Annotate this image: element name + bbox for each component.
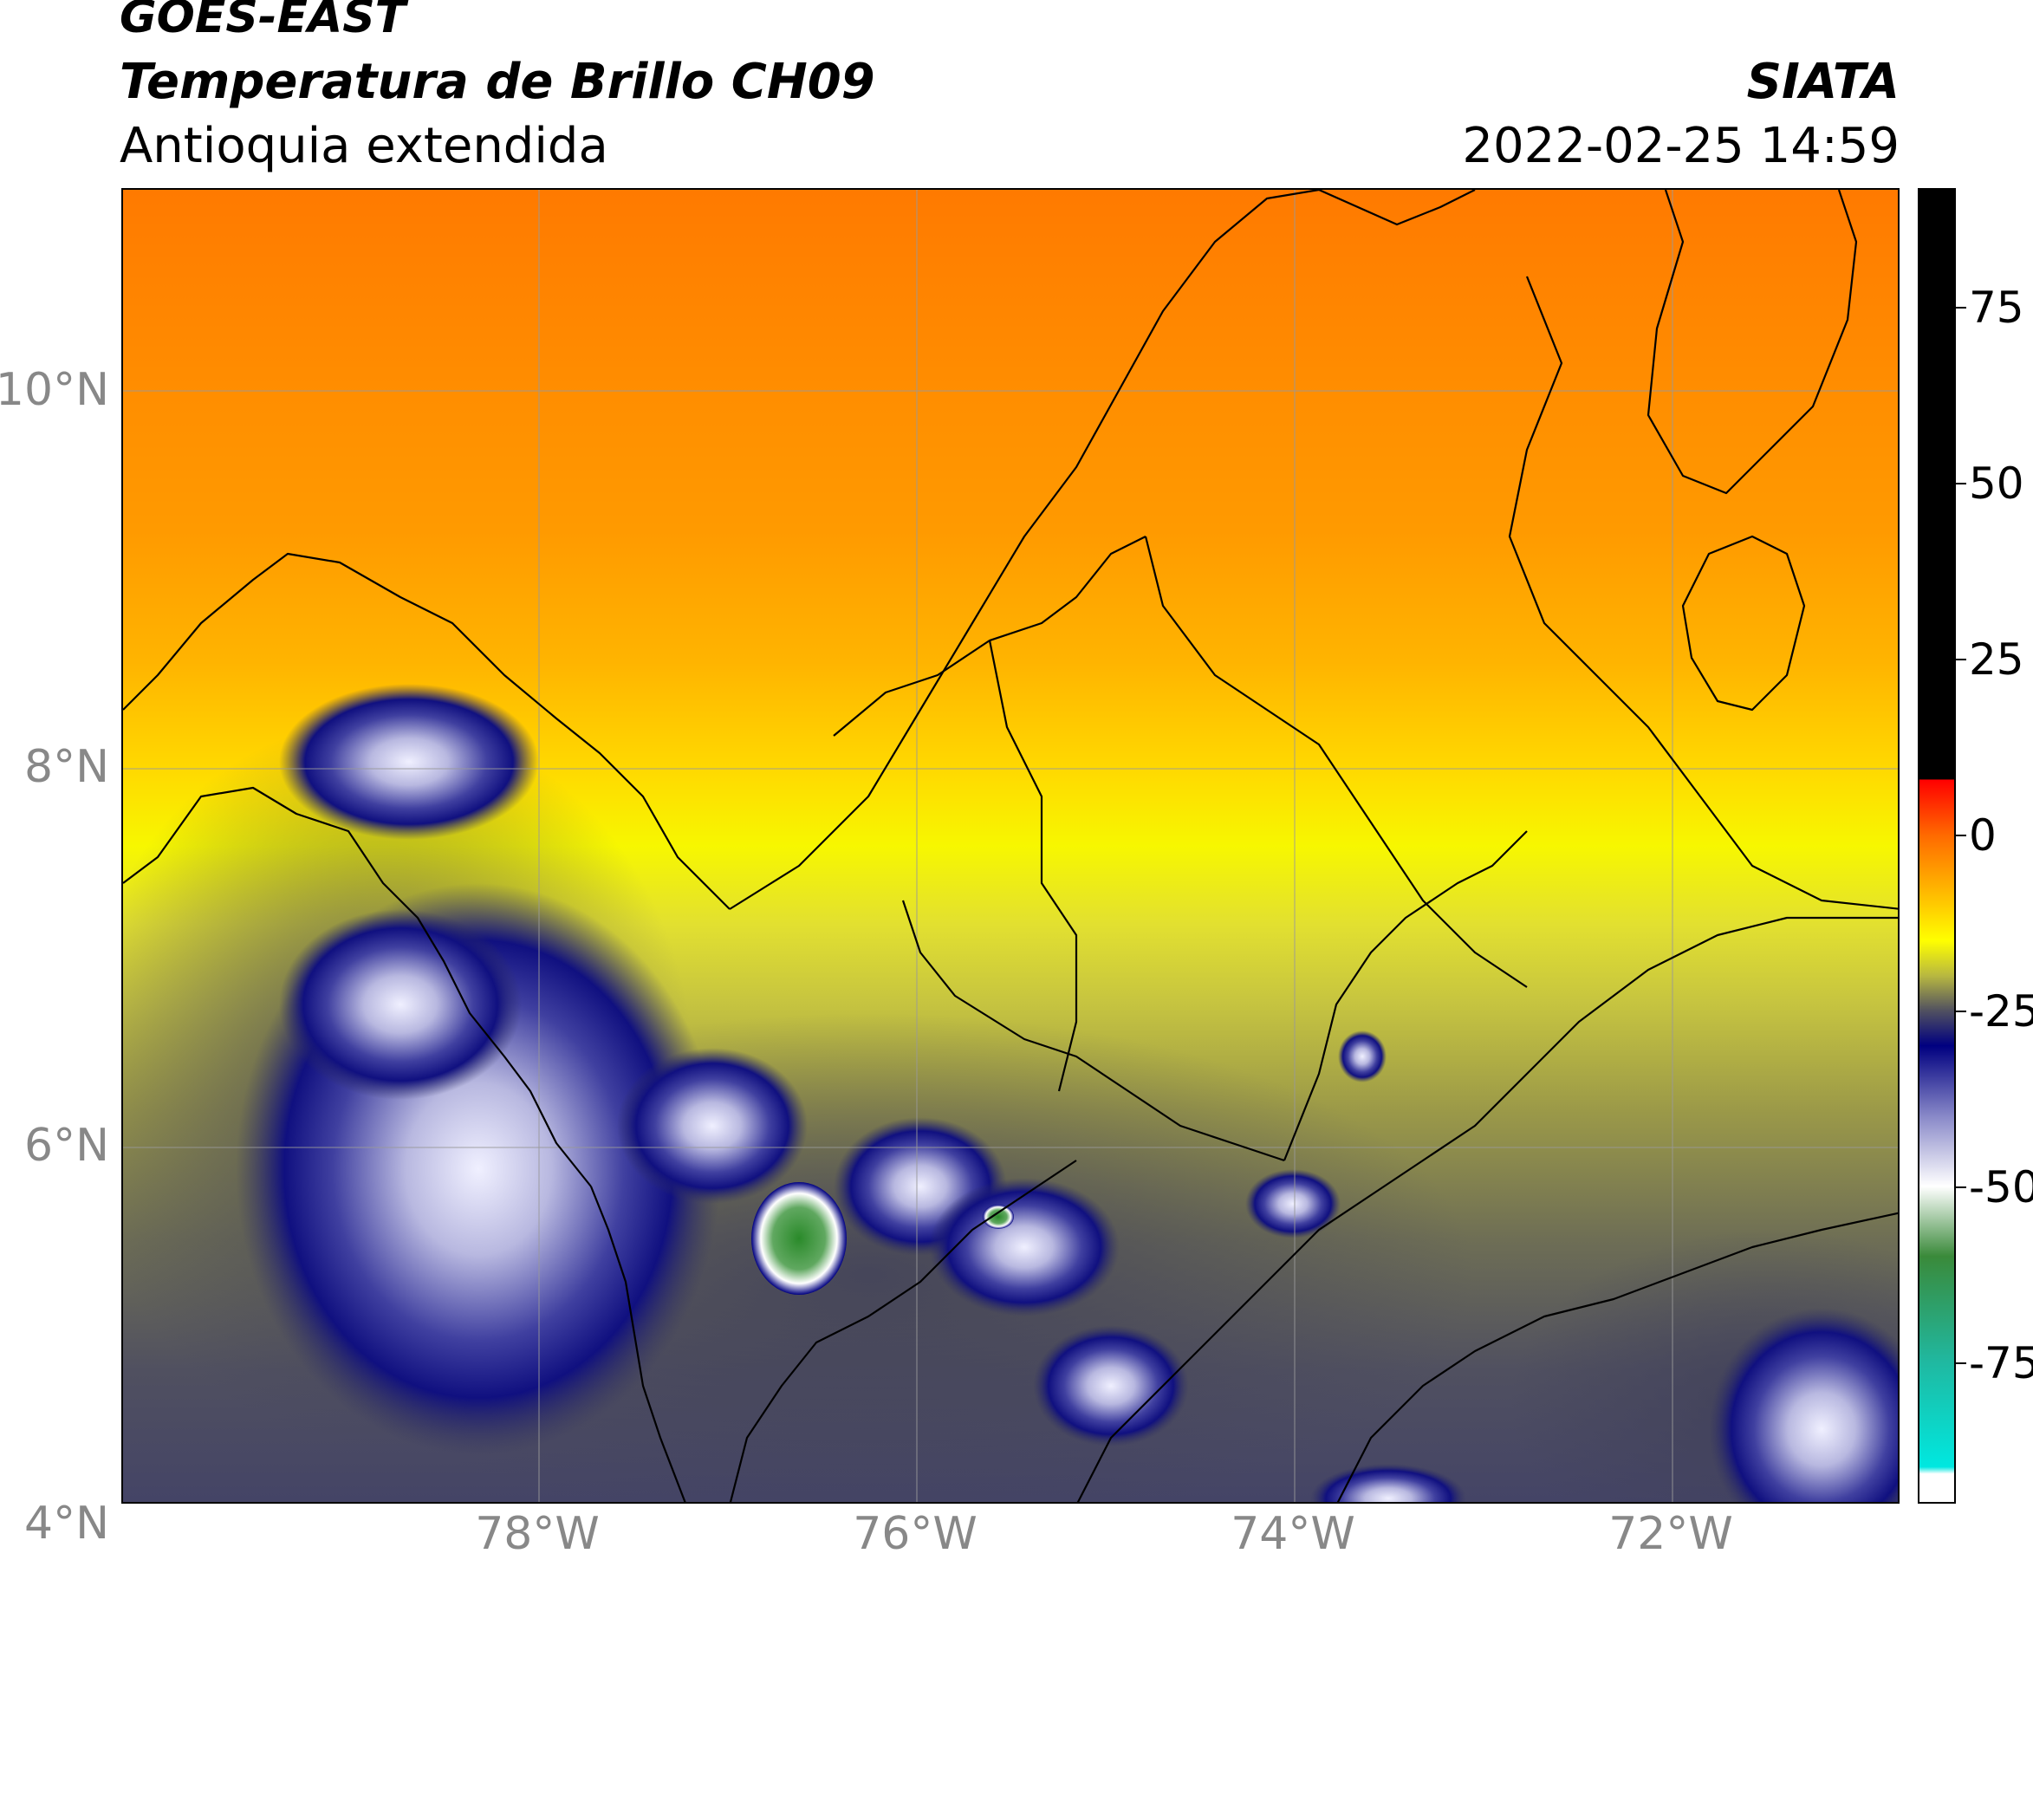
product-title: Temperatura de Brillo CH09 [120, 54, 875, 110]
venezuela-border [1508, 276, 1898, 910]
lat-label-10n: 10°N [0, 364, 109, 416]
colorbar-tick [1956, 1010, 1966, 1012]
satellite-title: GOES-EAST [120, 0, 406, 43]
colombia-pacific-coast [589, 1186, 686, 1502]
region-subtitle: Antioquia extendida [120, 118, 608, 174]
dept-8 [1336, 1212, 1898, 1502]
panama-south-coast [123, 786, 592, 1187]
organization-label: SIATA [1746, 54, 1900, 110]
datetime-label: 2022-02-25 14:59 [1462, 118, 1900, 174]
colorbar-tick [1956, 834, 1966, 836]
colorbar-label: 0 [1969, 809, 1997, 861]
cloud-field [123, 684, 1898, 1502]
lon-label-78w: 78°W [475, 1508, 600, 1560]
lat-label-6n: 6°N [24, 1120, 109, 1172]
dept-1 [833, 536, 1146, 737]
colorbar-tick [1956, 1186, 1966, 1188]
colorbar-label: -50 [1969, 1161, 2033, 1212]
dept-4 [1283, 830, 1528, 1161]
lon-label-76w: 76°W [853, 1508, 978, 1560]
lon-label-74w: 74°W [1231, 1508, 1355, 1560]
temperature-colorbar [1918, 188, 1956, 1504]
colorbar-label: 25 [1969, 634, 2024, 685]
colorbar-label: -75 [1969, 1337, 2033, 1388]
dept-6 [729, 1160, 1077, 1502]
colorbar-label: 75 [1969, 283, 2024, 333]
guajira [1318, 190, 1858, 495]
graticule [123, 190, 1898, 1502]
dept-7 [1076, 916, 1898, 1502]
dept-5 [988, 640, 1078, 1092]
lat-label-8n: 8°N [24, 741, 109, 793]
lon-label-72w: 72°W [1608, 1508, 1733, 1560]
colorbar-label: 50 [1969, 458, 2024, 509]
colorbar-tick [1956, 658, 1966, 660]
map-canvas [123, 190, 1898, 1502]
colorbar-label: -25 [1969, 985, 2033, 1037]
caribbean-coast [729, 190, 1320, 910]
lat-label-4n: 4°N [24, 1498, 109, 1550]
colorbar-tick [1956, 307, 1966, 309]
boundaries [123, 190, 1898, 1502]
panama-coast [123, 552, 731, 910]
dept-3 [1144, 536, 1528, 988]
colorbar-tick [1956, 482, 1966, 484]
lake-maracaibo [1681, 535, 1806, 712]
colorbar-tick [1956, 1362, 1966, 1364]
dept-2 [901, 900, 1285, 1162]
brightness-temperature-map [121, 188, 1900, 1504]
